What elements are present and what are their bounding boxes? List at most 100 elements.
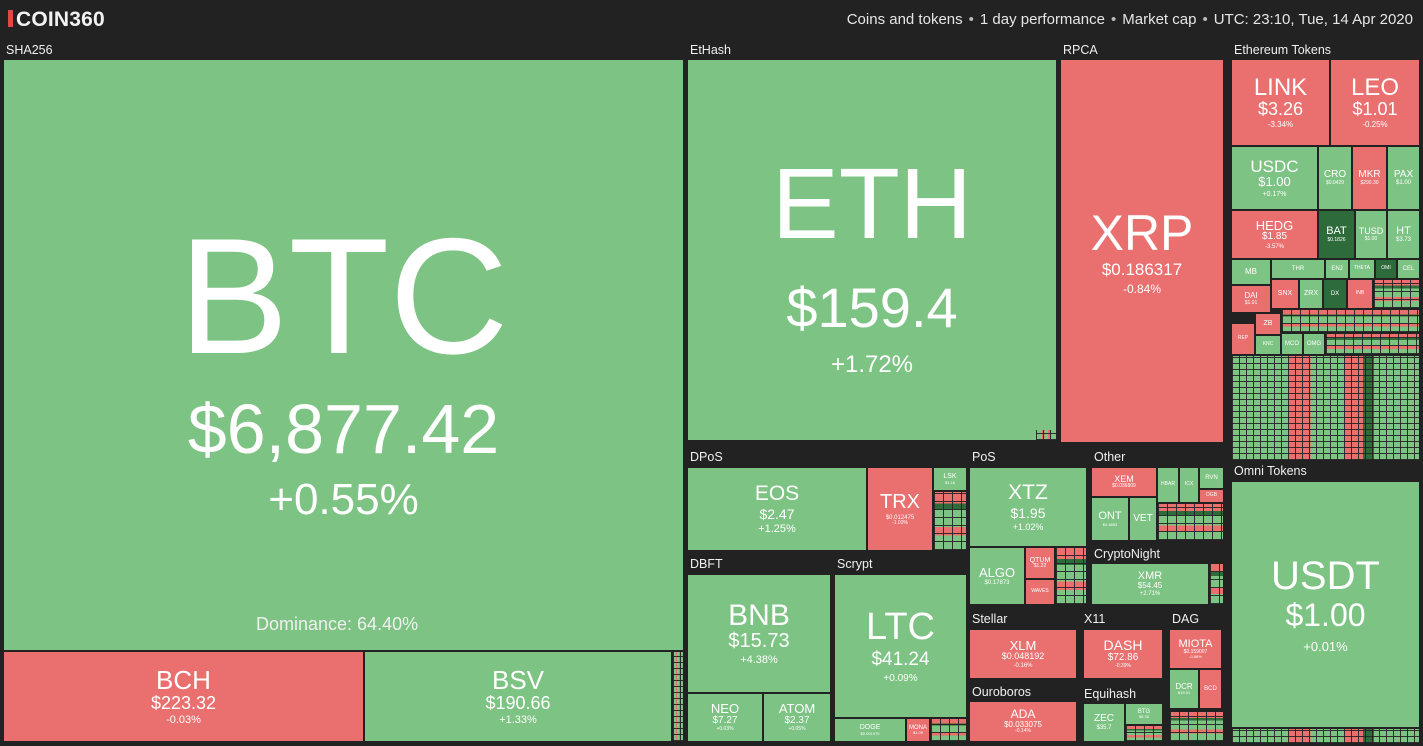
tile-price: $35.7 — [1096, 724, 1112, 731]
tile-icx[interactable]: ICX — [1180, 468, 1198, 502]
small-coins-cluster[interactable] — [1170, 712, 1223, 741]
tile-price: $15.73 — [728, 630, 790, 653]
small-coins-cluster[interactable] — [1210, 564, 1223, 604]
tile-price: $2.37 — [784, 714, 810, 726]
tile-change: -0.39% — [1115, 663, 1131, 670]
tile-dcr[interactable]: DCR $15.01 — [1170, 670, 1198, 708]
tile-symbol: ADA — [1010, 707, 1036, 722]
tile-mona[interactable]: MONA $1.09 — [907, 719, 929, 741]
tile-miota[interactable]: MIOTA $0.159007 -0.86% — [1170, 630, 1221, 668]
tile-inb[interactable]: INB — [1348, 280, 1372, 308]
tile-ada[interactable]: ADA $0.033075 -0.14% — [970, 702, 1076, 741]
tile-xmr[interactable]: XMR $54.45 +2.71% — [1092, 564, 1208, 604]
small-coins-cluster[interactable] — [1056, 548, 1086, 604]
tile-zrx[interactable]: ZRX — [1300, 280, 1322, 308]
small-tokens-cluster[interactable] — [1326, 334, 1419, 354]
tile-xlm[interactable]: XLM $0.048192 -0.16% — [970, 630, 1076, 678]
tile-change: +1.72% — [830, 350, 914, 378]
utc-timestamp: UTC: 23:10, Tue, 14 Apr 2020 — [1213, 11, 1413, 28]
tile-symbol: DOGE — [859, 724, 881, 732]
group-label-dag: DAG — [1172, 612, 1200, 626]
tile-bat[interactable]: BAT $0.1826 — [1319, 211, 1354, 258]
small-tokens-cluster[interactable] — [1232, 729, 1419, 743]
tile-thr[interactable]: THR — [1272, 260, 1324, 278]
tile-eth[interactable]: ETH $159.4 +1.72% — [688, 60, 1056, 440]
tile-snx[interactable]: SNX — [1272, 280, 1298, 308]
tile-trx[interactable]: TRX $0.012475 -1.03% — [868, 468, 932, 550]
tile-btc[interactable]: BTC $6,877.42 +0.55% — [4, 60, 683, 650]
tile-hbar[interactable]: HBAR — [1158, 468, 1178, 502]
tile-price: $1.85 — [1261, 231, 1288, 243]
filter-coins-tokens[interactable]: Coins and tokens — [846, 11, 963, 28]
tile-omi[interactable]: OMI — [1376, 260, 1396, 278]
tile-qtum[interactable]: QTUM $1.22 — [1026, 548, 1054, 578]
tile-zb[interactable]: ZB — [1256, 314, 1280, 334]
filter-period[interactable]: 1 day performance — [979, 11, 1105, 28]
tile-theta[interactable]: THETA — [1350, 260, 1374, 278]
small-tokens-cluster[interactable] — [1282, 310, 1419, 332]
tile-symbol: XEM — [1114, 473, 1134, 484]
tile-ont[interactable]: ONT $0.4853 — [1092, 498, 1128, 540]
tile-hedg[interactable]: HEDG $1.85 -3.57% — [1232, 211, 1317, 258]
tile-mb[interactable]: MB — [1232, 260, 1270, 284]
tile-pax[interactable]: PAX $1.00 — [1388, 147, 1419, 209]
filter-size-metric[interactable]: Market cap — [1122, 11, 1197, 28]
tile-dash[interactable]: DASH $72.86 -0.39% — [1084, 630, 1162, 678]
tile-dgb[interactable]: DGB — [1200, 490, 1223, 502]
tile-xtz[interactable]: XTZ $1.95 +1.02% — [970, 468, 1086, 546]
tile-rvn[interactable]: RVN — [1200, 468, 1223, 488]
tile-dx[interactable]: DX — [1324, 280, 1346, 308]
tile-neo[interactable]: NEO $7.27 +0.03% — [688, 694, 762, 741]
tile-price: $1.16 — [944, 479, 955, 485]
tile-algo[interactable]: ALGO $0.17873 — [970, 548, 1024, 604]
tile-cro[interactable]: CRO $0.0429 — [1319, 147, 1351, 209]
small-coins-cluster[interactable] — [934, 492, 966, 550]
tile-price: $0.159007 — [1183, 649, 1208, 656]
tile-cel[interactable]: CEL — [1398, 260, 1419, 278]
tile-symbol: DAI — [1244, 291, 1258, 301]
tile-zec[interactable]: ZEC $35.7 — [1084, 704, 1124, 741]
tile-bnb[interactable]: BNB $15.73 +4.38% — [688, 575, 830, 692]
tile-xem[interactable]: XEM $0.036809 — [1092, 468, 1156, 496]
tile-knc[interactable]: KNC — [1256, 336, 1280, 354]
coin360-logo[interactable]: COIN360 — [8, 8, 105, 32]
tile-dai[interactable]: DAI $1.01 — [1232, 286, 1270, 312]
tile-bcd[interactable]: BCD — [1200, 670, 1221, 708]
tile-change: -3.57% — [1264, 243, 1284, 250]
tile-change: -0.16% — [1013, 662, 1033, 669]
tile-enj[interactable]: ENJ — [1326, 260, 1348, 278]
tile-usdc[interactable]: USDC $1.00 +0.17% — [1232, 147, 1317, 209]
small-tokens-cluster[interactable] — [1374, 280, 1419, 308]
tile-omg[interactable]: OMG — [1304, 334, 1324, 354]
tile-lsk[interactable]: LSK $1.16 — [934, 468, 966, 490]
small-coins-cluster[interactable] — [1036, 430, 1056, 440]
group-label-stellar: Stellar — [972, 612, 1008, 626]
tile-btg[interactable]: BTG $6.35 — [1126, 704, 1162, 724]
tile-xrp[interactable]: XRP $0.186317 -0.84% — [1061, 60, 1223, 442]
tile-waves[interactable]: WAVES — [1026, 580, 1054, 604]
small-coins-cluster[interactable] — [1126, 726, 1162, 741]
small-coins-cluster[interactable] — [1158, 504, 1223, 540]
tile-tusd[interactable]: TUSD $1.00 — [1356, 211, 1386, 258]
small-coins-cluster[interactable] — [931, 719, 966, 741]
tile-bsv[interactable]: BSV $190.66 +1.33% — [365, 652, 671, 741]
tile-leo[interactable]: LEO $1.01 -0.25% — [1331, 60, 1419, 145]
tile-symbol: ETH — [772, 148, 972, 260]
tile-ltc[interactable]: LTC $41.24 +0.09% — [835, 575, 966, 717]
tile-change: -0.84% — [1122, 281, 1162, 296]
tile-bch[interactable]: BCH $223.32 -0.03% — [4, 652, 363, 741]
tile-usdt[interactable]: USDT $1.00 +0.01% — [1232, 482, 1419, 727]
tile-doge[interactable]: DOGE $0.001975 — [835, 719, 905, 741]
tile-atom[interactable]: ATOM $2.37 +0.05% — [764, 694, 830, 741]
tile-mco[interactable]: MCO — [1282, 334, 1302, 354]
small-coins-cluster[interactable] — [673, 652, 683, 741]
tile-symbol: BAT — [1326, 225, 1347, 238]
tile-eos[interactable]: EOS $2.47 +1.25% — [688, 468, 866, 550]
tile-mkr[interactable]: MKR $290.30 — [1353, 147, 1386, 209]
tile-vet[interactable]: VET — [1130, 498, 1156, 540]
micro-tokens-cluster[interactable] — [1232, 356, 1419, 460]
tile-rep[interactable]: REP — [1232, 324, 1254, 354]
tile-ht[interactable]: HT $3.73 — [1388, 211, 1419, 258]
tile-symbol: BSV — [491, 664, 545, 695]
tile-link[interactable]: LINK $3.26 -3.34% — [1232, 60, 1329, 145]
